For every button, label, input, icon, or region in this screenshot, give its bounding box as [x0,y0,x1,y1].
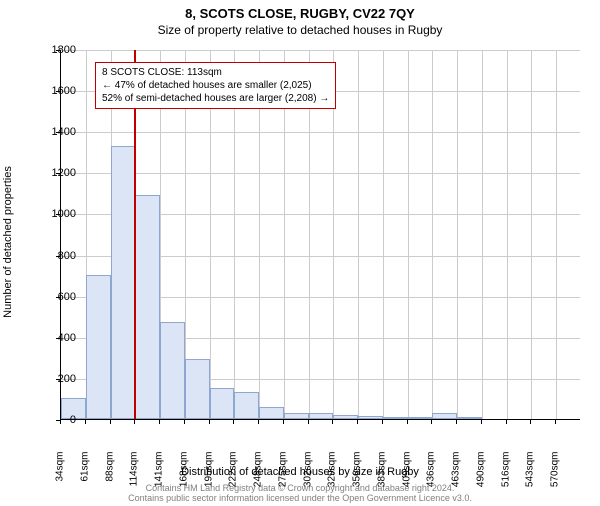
y-tick-mark [56,256,60,257]
x-tick-label: 409sqm [401,452,412,492]
annotation-line-2: ← 47% of detached houses are smaller (2,… [102,79,329,92]
x-tick-mark [110,420,111,424]
histogram-bar [86,275,111,419]
x-tick-mark [308,420,309,424]
y-tick-label: 600 [58,291,76,303]
x-tick-mark [555,420,556,424]
grid-line-v [531,50,532,419]
x-tick-label: 222sqm [228,452,239,492]
histogram-bar [333,415,358,419]
x-tick-label: 516sqm [500,452,511,492]
x-tick-label: 61sqm [79,452,90,492]
y-tick-mark [56,379,60,380]
y-tick-mark [56,132,60,133]
histogram-bar [358,416,383,419]
histogram-bar [160,322,185,419]
grid-line-v [408,50,409,419]
grid-line-v [383,50,384,419]
x-tick-label: 248sqm [253,452,264,492]
grid-line-h [61,132,580,133]
x-tick-mark [159,420,160,424]
histogram-bar [210,388,235,419]
x-tick-label: 88sqm [104,452,115,492]
x-tick-label: 463sqm [451,452,462,492]
x-tick-label: 356sqm [352,452,363,492]
histogram-bar [259,407,284,419]
histogram-bar [284,413,309,419]
x-tick-label: 275sqm [277,452,288,492]
grid-line-v [556,50,557,419]
y-tick-label: 800 [58,250,76,262]
x-tick-label: 141sqm [154,452,165,492]
histogram-bar [309,413,334,419]
y-tick-label: 200 [58,373,76,385]
histogram-bar [234,392,259,419]
y-tick-label: 0 [70,414,76,426]
x-tick-mark [134,420,135,424]
histogram-bar [185,359,210,419]
histogram-bar [135,195,160,419]
x-tick-mark [233,420,234,424]
histogram-bar [408,417,433,419]
grid-line-v [507,50,508,419]
x-tick-mark [283,420,284,424]
grid-line-v [457,50,458,419]
x-tick-mark [184,420,185,424]
y-tick-mark [56,50,60,51]
x-tick-mark [506,420,507,424]
grid-line-v [432,50,433,419]
x-tick-mark [382,420,383,424]
grid-line-v [358,50,359,419]
x-tick-mark [258,420,259,424]
y-tick-mark [56,297,60,298]
x-tick-mark [85,420,86,424]
annotation-box: 8 SCOTS CLOSE: 113sqm← 47% of detached h… [95,62,336,109]
grid-line-h [61,173,580,174]
x-tick-mark [431,420,432,424]
y-tick-mark [56,173,60,174]
x-tick-mark [407,420,408,424]
histogram-bar [457,417,482,419]
x-tick-mark [332,420,333,424]
x-tick-mark [530,420,531,424]
x-tick-label: 570sqm [550,452,561,492]
chart-title-main: 8, SCOTS CLOSE, RUGBY, CV22 7QY [0,6,600,21]
x-tick-mark [481,420,482,424]
grid-line-h [61,50,580,51]
x-tick-label: 302sqm [302,452,313,492]
x-tick-label: 114sqm [129,452,140,492]
x-tick-label: 195sqm [203,452,214,492]
x-tick-mark [60,420,61,424]
grid-line-v [482,50,483,419]
x-tick-label: 168sqm [178,452,189,492]
annotation-line-1: 8 SCOTS CLOSE: 113sqm [102,66,329,79]
y-tick-mark [56,214,60,215]
x-tick-mark [209,420,210,424]
y-tick-label: 400 [58,332,76,344]
histogram-bar [111,146,136,419]
annotation-line-3: 52% of semi-detached houses are larger (… [102,92,329,105]
histogram-bar [383,417,408,419]
x-tick-label: 436sqm [426,452,437,492]
x-tick-label: 490sqm [475,452,486,492]
y-tick-mark [56,338,60,339]
y-axis-label: Number of detached properties [2,166,14,318]
x-tick-label: 543sqm [525,452,536,492]
x-tick-label: 34sqm [55,452,66,492]
histogram-bar [432,413,457,419]
x-tick-mark [456,420,457,424]
x-tick-label: 383sqm [376,452,387,492]
chart-title-sub: Size of property relative to detached ho… [0,23,600,37]
x-tick-label: 329sqm [327,452,338,492]
y-tick-mark [56,91,60,92]
footer-line-2: Contains public sector information licen… [128,493,472,503]
x-tick-mark [357,420,358,424]
